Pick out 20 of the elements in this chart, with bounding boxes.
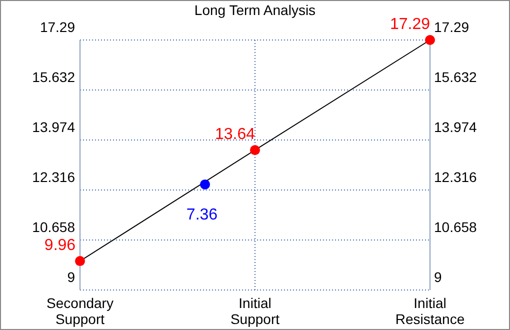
y-tick-label: 9 (67, 269, 76, 285)
x-tick-label: Initial Resistance (395, 295, 465, 327)
y2-tick-label: 9 (434, 269, 442, 285)
data-label: 17.29 (390, 16, 430, 33)
y-tick-label: 17.29 (40, 19, 76, 35)
x-tick-label: Initial Support (230, 295, 280, 327)
annotation: 7.36 (186, 206, 218, 224)
y2-tick-label: 13.974 (434, 119, 478, 135)
y2-tick-label: 12.316 (434, 169, 478, 185)
y-tick-label: 13.974 (32, 119, 76, 135)
y2-tick-label: 10.658 (434, 219, 478, 235)
y-tick-label: 15.632 (32, 69, 76, 85)
y2-tick-label: 17.29 (434, 19, 470, 35)
chart-title: Long Term Analysis (194, 2, 316, 18)
y-tick-label: 10.658 (32, 219, 76, 235)
data-label: 13.64 (214, 126, 256, 144)
y-tick-label: 12.316 (32, 169, 76, 185)
x-tick-label: Secondary Support (46, 295, 114, 327)
y2-tick-label: 15.632 (434, 69, 478, 85)
data-label: 9.96 (44, 237, 76, 254)
